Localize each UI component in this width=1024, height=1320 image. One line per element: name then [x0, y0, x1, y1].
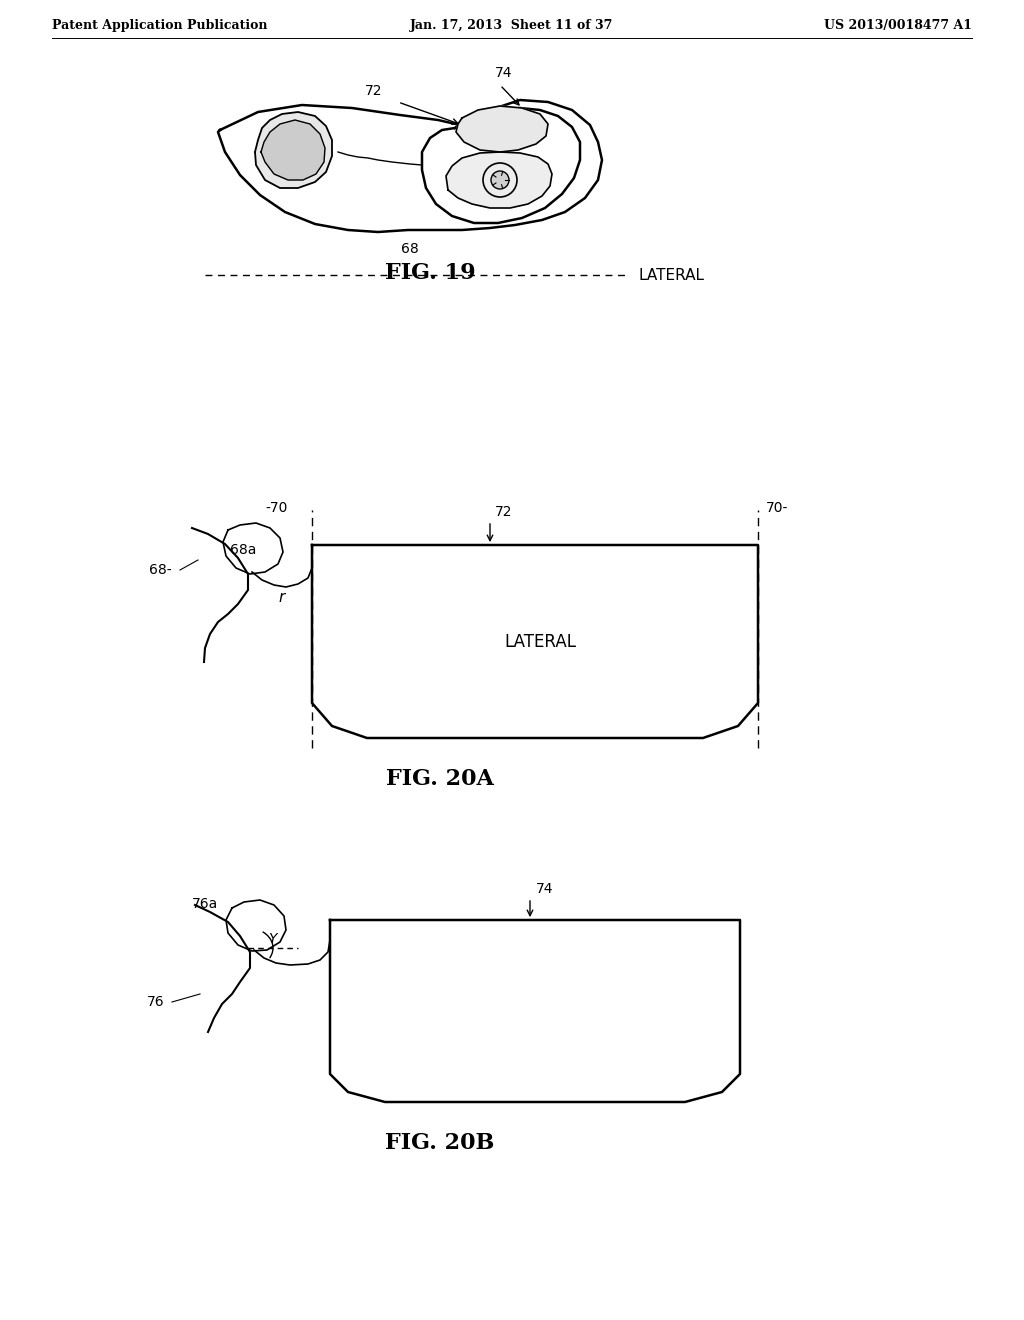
Text: 74: 74 — [536, 882, 554, 896]
Polygon shape — [446, 152, 552, 209]
Circle shape — [490, 172, 509, 189]
Polygon shape — [223, 523, 283, 574]
Text: LATERAL: LATERAL — [638, 268, 705, 282]
Text: 68: 68 — [401, 242, 419, 256]
Text: 68a: 68a — [229, 543, 256, 557]
Text: 72: 72 — [495, 506, 512, 519]
Text: r: r — [278, 590, 285, 606]
Polygon shape — [226, 900, 286, 950]
Text: FIG. 19: FIG. 19 — [385, 261, 475, 284]
Polygon shape — [312, 545, 758, 738]
Text: 70-: 70- — [766, 502, 788, 515]
Polygon shape — [261, 120, 325, 180]
Text: 74: 74 — [495, 66, 512, 81]
Text: US 2013/0018477 A1: US 2013/0018477 A1 — [824, 18, 972, 32]
Text: 76: 76 — [147, 995, 165, 1008]
Polygon shape — [422, 108, 580, 223]
Polygon shape — [330, 920, 740, 1102]
Text: FIG. 20B: FIG. 20B — [385, 1133, 495, 1154]
Polygon shape — [255, 112, 332, 187]
Text: Y: Y — [268, 932, 276, 946]
Polygon shape — [456, 106, 548, 152]
Polygon shape — [218, 100, 602, 232]
Text: 76a: 76a — [191, 898, 218, 911]
Text: Jan. 17, 2013  Sheet 11 of 37: Jan. 17, 2013 Sheet 11 of 37 — [411, 18, 613, 32]
Text: 72: 72 — [365, 84, 382, 98]
Text: LATERAL: LATERAL — [504, 634, 575, 651]
Text: Patent Application Publication: Patent Application Publication — [52, 18, 267, 32]
Text: FIG. 20A: FIG. 20A — [386, 768, 494, 789]
Text: 68-: 68- — [150, 564, 172, 577]
Text: -70: -70 — [265, 502, 288, 515]
